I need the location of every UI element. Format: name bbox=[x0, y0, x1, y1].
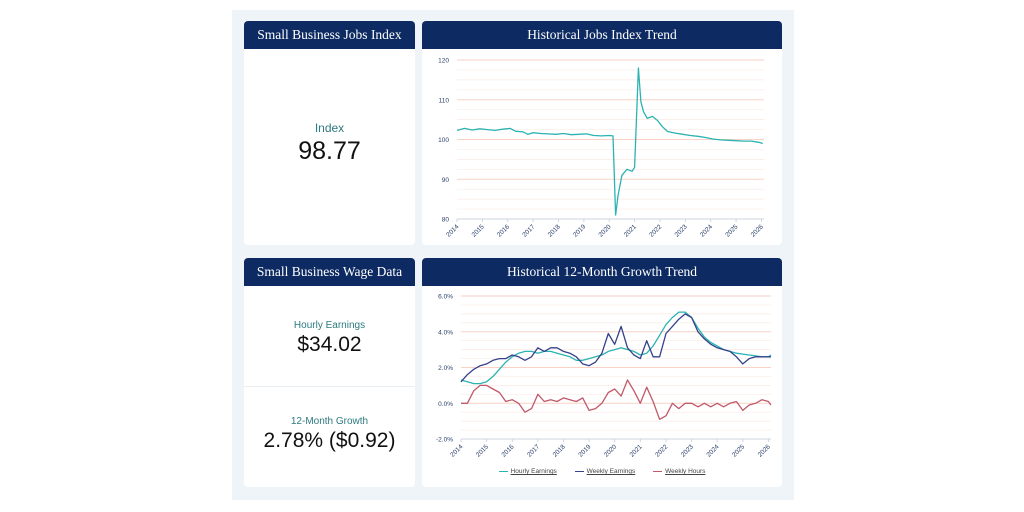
y-tick-label: 2.0% bbox=[438, 365, 453, 372]
growth-trend-card: Historical 12-Month Growth Trend -2.0% 0.… bbox=[422, 258, 782, 487]
y-tick-label: 4.0% bbox=[438, 329, 453, 336]
x-tick-label: 2019 bbox=[572, 223, 587, 238]
legend-swatch-weekly-earnings bbox=[574, 470, 584, 473]
hourly-earnings-value: $34.02 bbox=[297, 333, 362, 356]
y-tick-label: 0.0% bbox=[438, 401, 453, 408]
x-tick-label: 2021 bbox=[623, 223, 638, 238]
wage-data-card-title: Small Business Wage Data bbox=[244, 258, 415, 286]
legend-item-weekly-earnings[interactable]: Weekly Earnings bbox=[574, 468, 636, 475]
x-tick-label: 2026 bbox=[750, 223, 765, 238]
x-tick-label: 2022 bbox=[654, 443, 669, 458]
x-tick-label: 2014 bbox=[449, 443, 464, 458]
x-tick-label: 2020 bbox=[603, 443, 618, 458]
x-tick-label: 2024 bbox=[705, 443, 720, 458]
y-tick-label: 80 bbox=[442, 217, 450, 224]
y-tick-label: 120 bbox=[438, 58, 449, 65]
x-tick-label: 2023 bbox=[674, 223, 689, 238]
legend-swatch-hourly bbox=[498, 470, 508, 473]
x-tick-label: 2021 bbox=[629, 443, 644, 458]
jobs-trend-chart: 80 90 100 110 120 2014 2015 2016 2017 2018 2019 202… bbox=[438, 58, 765, 239]
jobs-index-label: Index bbox=[314, 121, 345, 135]
legend-item-hourly-earnings[interactable]: Hourly Earnings bbox=[498, 468, 557, 475]
y-tick-label: 90 bbox=[442, 177, 450, 184]
x-tick-label: 2016 bbox=[500, 443, 515, 458]
growth-value: 2.78% ($0.92) bbox=[263, 429, 396, 452]
jobs-trend-title: Historical Jobs Index Trend bbox=[422, 21, 782, 49]
x-tick-label: 2025 bbox=[731, 443, 746, 458]
jobs-index-card-title: Small Business Jobs Index bbox=[244, 21, 415, 49]
legend-label: Weekly Earnings bbox=[586, 468, 636, 475]
y-tick-label: 100 bbox=[438, 137, 449, 144]
wage-data-card: Small Business Wage Data Hourly Earnings… bbox=[244, 258, 415, 487]
x-tick-label: 2025 bbox=[724, 223, 739, 238]
y-tick-label: -2.0% bbox=[436, 437, 453, 444]
jobs-index-value: 98.77 bbox=[298, 137, 361, 165]
hourly-earnings-label: Hourly Earnings bbox=[293, 320, 366, 331]
legend-label: Weekly Hours bbox=[665, 468, 706, 475]
x-tick-label: 2019 bbox=[577, 443, 592, 458]
x-tick-label: 2018 bbox=[547, 223, 562, 238]
chart-legend: Hourly Earnings Weekly Earnings Weekly H… bbox=[422, 468, 782, 475]
x-tick-label: 2022 bbox=[648, 223, 663, 238]
legend-label: Hourly Earnings bbox=[510, 468, 557, 475]
x-tick-label: 2023 bbox=[680, 443, 695, 458]
x-tick-label: 2015 bbox=[475, 443, 490, 458]
series-line-jobs-index bbox=[456, 67, 763, 216]
growth-trend-chart: -2.0% 0.0% 2.0% 4.0% 6.0% 2014 2015 2016 2017 201… bbox=[436, 294, 772, 459]
growth-label: 12-Month Growth bbox=[290, 416, 369, 427]
series-line-weekly-earnings bbox=[460, 313, 771, 383]
x-tick-label: 2014 bbox=[445, 223, 460, 238]
x-tick-label: 2017 bbox=[521, 223, 536, 238]
jobs-trend-card: Historical Jobs Index Trend 80 90 100 110 12… bbox=[422, 21, 782, 245]
legend-item-weekly-hours[interactable]: Weekly Hours bbox=[653, 468, 705, 475]
y-tick-label: 110 bbox=[439, 97, 450, 104]
wage-divider bbox=[244, 386, 415, 387]
y-tick-label: 6.0% bbox=[438, 294, 453, 301]
x-tick-label: 2024 bbox=[699, 223, 714, 238]
x-tick-label: 2017 bbox=[526, 443, 541, 458]
x-tick-label: 2020 bbox=[597, 223, 612, 238]
x-tick-label: 2026 bbox=[757, 443, 772, 458]
x-tick-label: 2015 bbox=[471, 223, 486, 238]
x-tick-label: 2018 bbox=[552, 443, 567, 458]
growth-trend-title: Historical 12-Month Growth Trend bbox=[422, 258, 782, 286]
legend-swatch-weekly-hours bbox=[653, 470, 663, 473]
series-line-weekly-hours bbox=[461, 379, 772, 420]
jobs-index-card: Small Business Jobs Index Index 98.77 bbox=[244, 21, 415, 245]
x-tick-label: 2016 bbox=[496, 223, 511, 238]
